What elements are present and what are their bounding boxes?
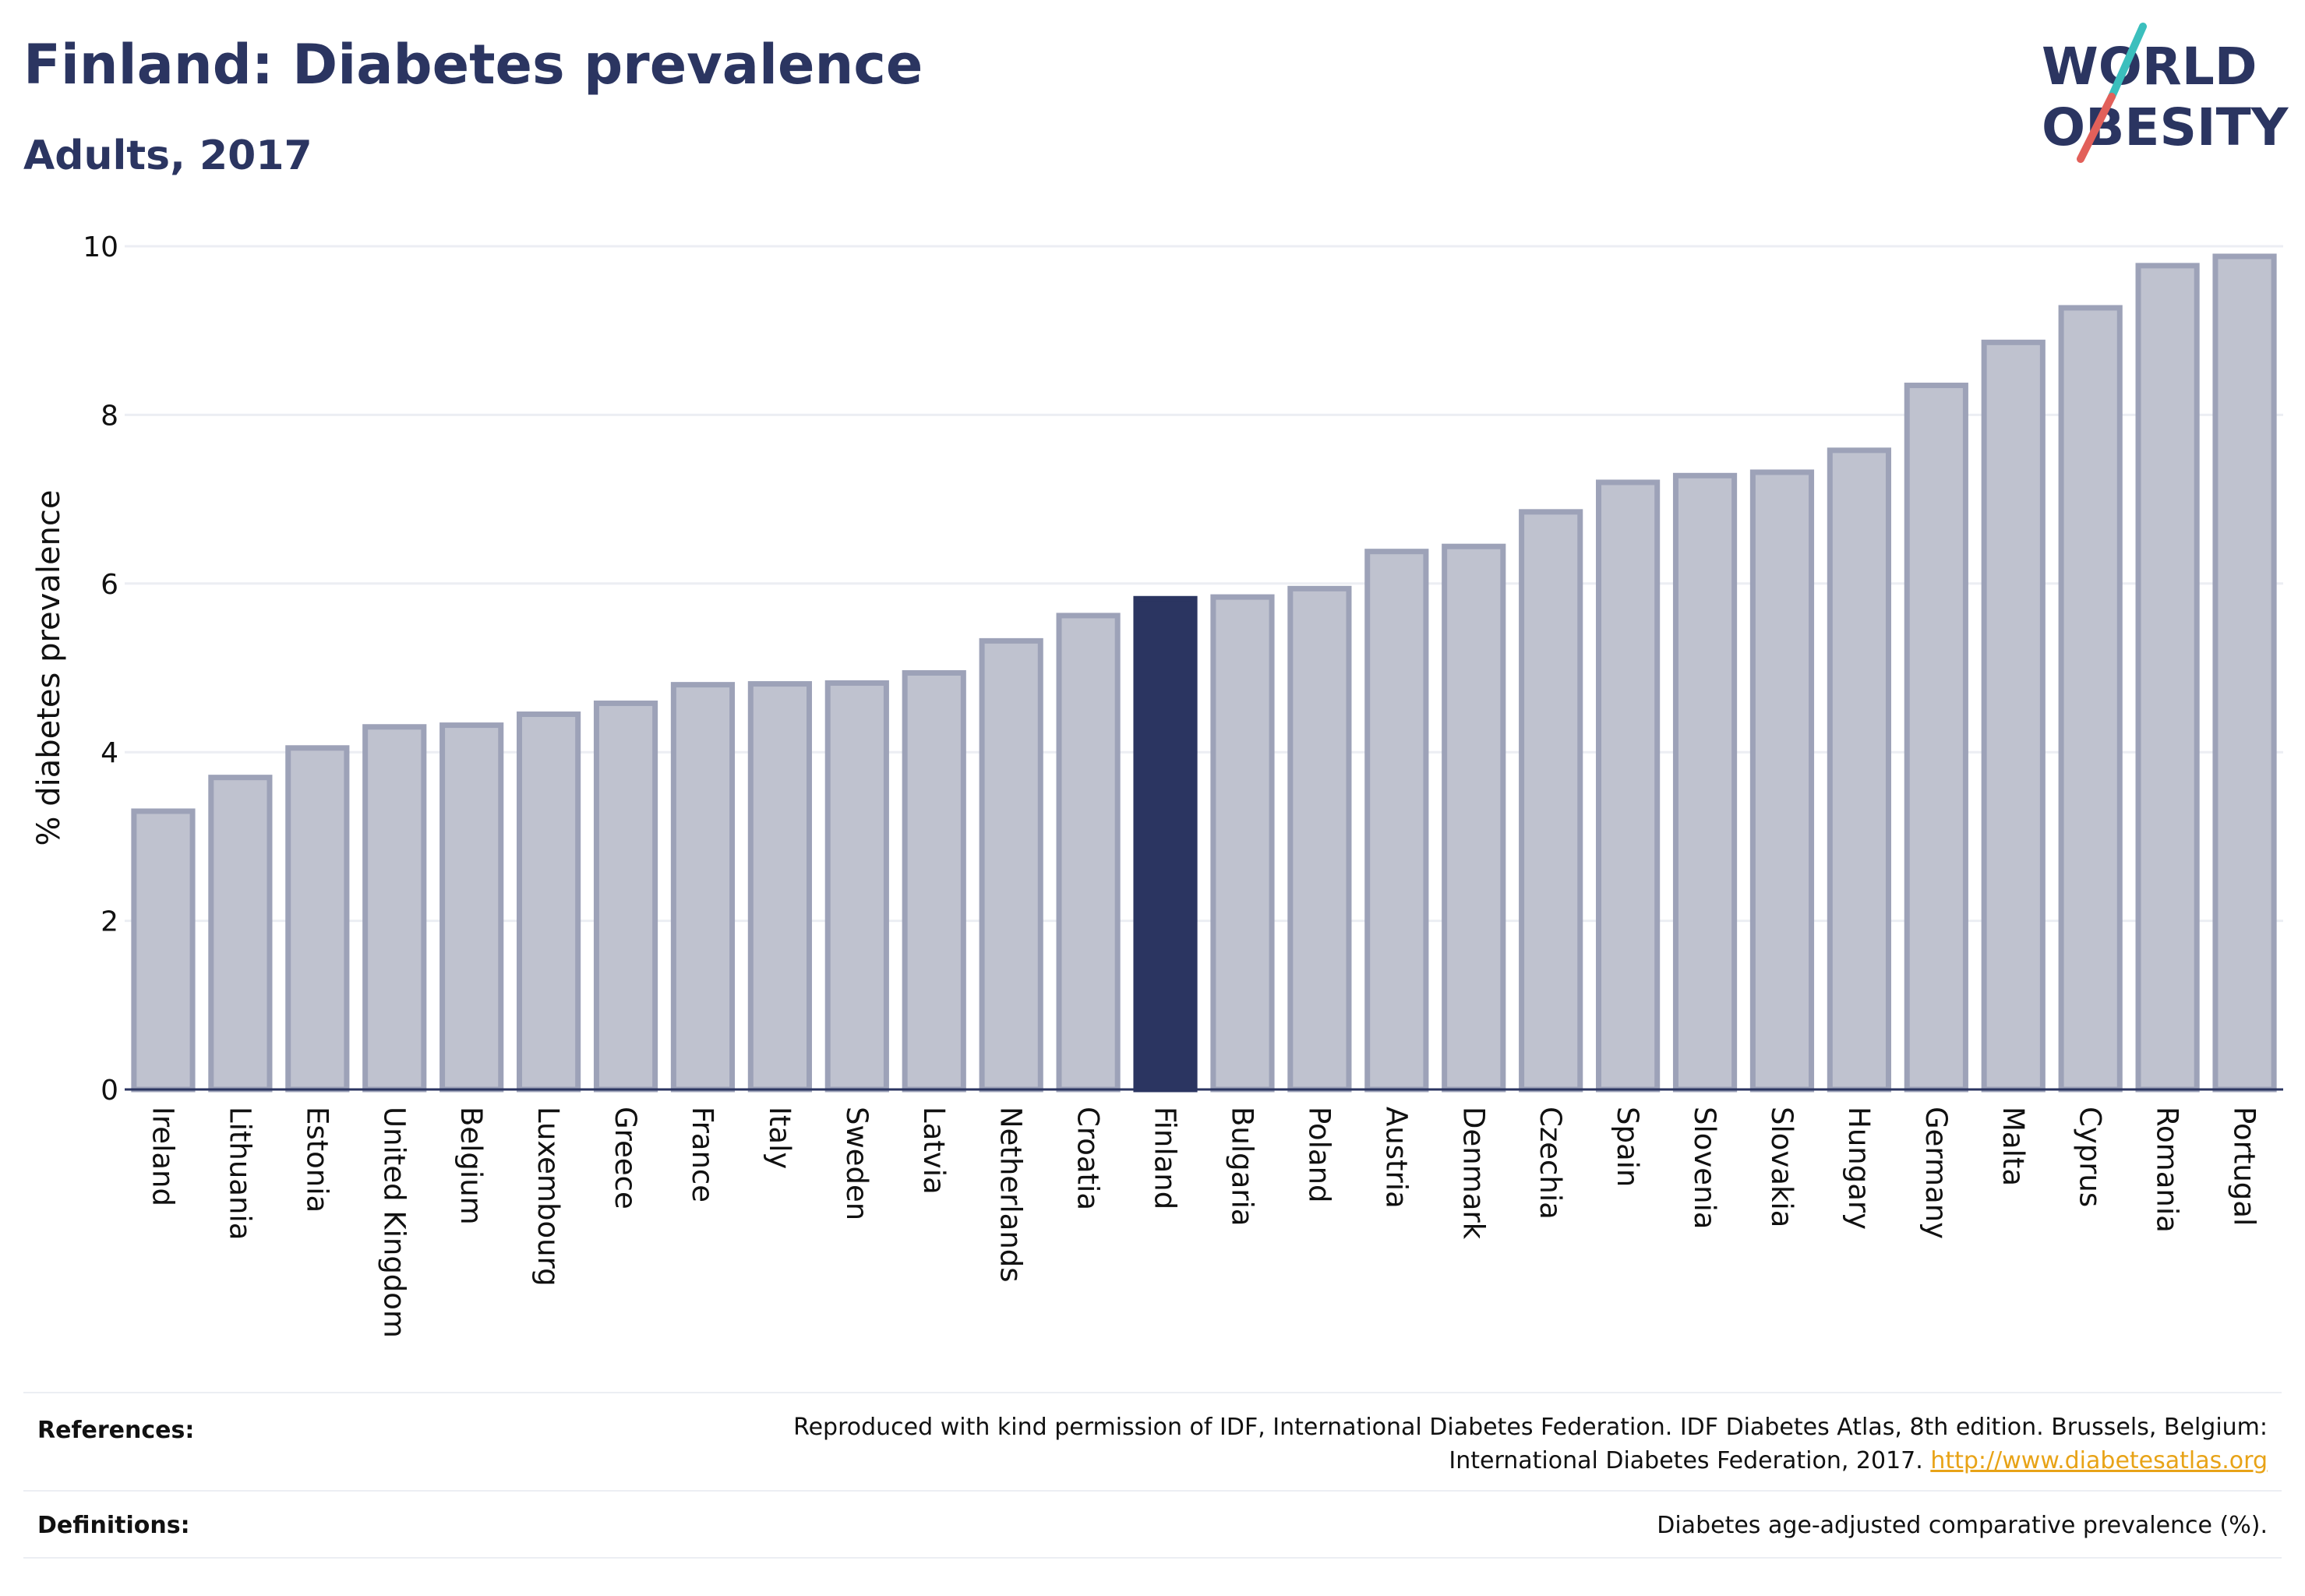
bar — [1442, 543, 1506, 1093]
references-line-1: Reproduced with kind permission of IDF, … — [793, 1414, 2268, 1441]
y-tick-label: 2 — [101, 906, 118, 938]
bar — [593, 700, 658, 1093]
bar — [285, 745, 350, 1093]
y-axis-title: % diabetes prevalence — [31, 489, 67, 846]
x-category-label: United Kingdom — [377, 1107, 411, 1338]
x-category-label: Finland — [1149, 1107, 1182, 1209]
page-subtitle: Adults, 2017 — [23, 132, 312, 179]
bar — [517, 711, 581, 1093]
bar-highlight — [1133, 595, 1198, 1093]
bar-chart: 0 2 4 6 8 10 Ireland Lithuania Estonia United Ki… — [31, 231, 2283, 1338]
bar — [1672, 472, 1738, 1093]
bar — [1827, 447, 1891, 1093]
x-category-label: Spain — [1611, 1107, 1644, 1187]
definitions-text: Diabetes age-adjusted comparative preval… — [1657, 1512, 2268, 1539]
bar — [902, 669, 966, 1093]
bar — [1596, 479, 1661, 1093]
y-tick-label: 6 — [101, 569, 118, 601]
x-category-label: Latvia — [917, 1107, 951, 1195]
bar — [824, 680, 889, 1093]
x-category-label: Poland — [1302, 1107, 1336, 1203]
x-category-label: Austria — [1379, 1107, 1413, 1209]
x-category-label: Cyprus — [2074, 1107, 2107, 1207]
logo-slash-red — [2077, 93, 2116, 163]
x-category-label: Luxembourg — [531, 1107, 565, 1287]
x-category-label: Denmark — [1456, 1107, 1490, 1240]
x-category-label: Netherlands — [994, 1107, 1028, 1283]
bar — [1981, 339, 2046, 1093]
references-text: Reproduced with kind permission of IDF, … — [793, 1411, 2268, 1478]
bar — [131, 808, 196, 1093]
references-label: References: — [37, 1417, 195, 1444]
logo-slash-teal — [2108, 23, 2147, 101]
bar — [362, 724, 427, 1093]
bar — [1364, 549, 1429, 1093]
x-category-label: Germany — [1919, 1107, 1953, 1239]
y-tick-label: 10 — [83, 231, 118, 263]
logo-line-1: WORLD — [2042, 37, 2257, 97]
x-category-label: Slovenia — [1688, 1107, 1721, 1229]
bar — [1210, 594, 1275, 1093]
diabetes-atlas-link[interactable]: http://www.diabetesatlas.org — [1930, 1447, 2268, 1474]
y-tick-label: 4 — [101, 737, 118, 769]
x-category-label: Czechia — [1534, 1107, 1567, 1220]
x-axis-labels: Ireland Lithuania Estonia United Kingdom Bel… — [146, 1107, 2261, 1338]
x-category-label: Italy — [763, 1107, 796, 1169]
x-category-label: Greece — [609, 1107, 642, 1209]
bar — [1056, 613, 1121, 1093]
bar — [747, 681, 812, 1093]
y-axis-ticks: 0 2 4 6 8 10 — [83, 231, 118, 1107]
x-category-label: Belgium — [454, 1107, 488, 1225]
bar — [1287, 585, 1352, 1093]
bar — [439, 722, 504, 1093]
bar — [1519, 509, 1583, 1093]
x-category-label: France — [686, 1107, 719, 1202]
references-row: References: Reproduced with kind permiss… — [23, 1392, 2282, 1492]
x-category-label: Lithuania — [223, 1107, 256, 1240]
y-tick-label: 0 — [101, 1075, 118, 1107]
x-category-label: Croatia — [1071, 1107, 1105, 1210]
x-category-label: Hungary — [1842, 1107, 1876, 1230]
x-category-label: Slovakia — [1765, 1107, 1798, 1227]
x-category-label: Portugal — [2228, 1107, 2261, 1226]
world-obesity-logo: WORLD OBESITY — [2042, 23, 2289, 163]
bars — [131, 253, 2277, 1093]
x-category-label: Malta — [1996, 1107, 2030, 1186]
x-category-label: Romania — [2151, 1107, 2184, 1233]
bar — [1904, 383, 1968, 1093]
bar — [208, 775, 273, 1093]
x-category-label: Estonia — [300, 1107, 334, 1213]
x-category-label: Sweden — [840, 1107, 874, 1220]
references-line-2: International Diabetes Federation, 2017. — [1449, 1447, 1923, 1474]
y-tick-label: 8 — [101, 400, 118, 432]
x-category-label: Ireland — [146, 1107, 179, 1206]
bar — [2135, 263, 2200, 1093]
definitions-row: Definitions: Diabetes age-adjusted compa… — [23, 1490, 2282, 1559]
bar — [2058, 305, 2123, 1093]
bar — [1749, 469, 1815, 1093]
bar — [670, 682, 736, 1093]
bar — [979, 637, 1043, 1093]
definitions-label: Definitions: — [37, 1512, 190, 1539]
x-category-label: Bulgaria — [1225, 1107, 1258, 1226]
page-title: Finland: Diabetes prevalence — [23, 33, 923, 97]
bar — [2212, 253, 2277, 1093]
